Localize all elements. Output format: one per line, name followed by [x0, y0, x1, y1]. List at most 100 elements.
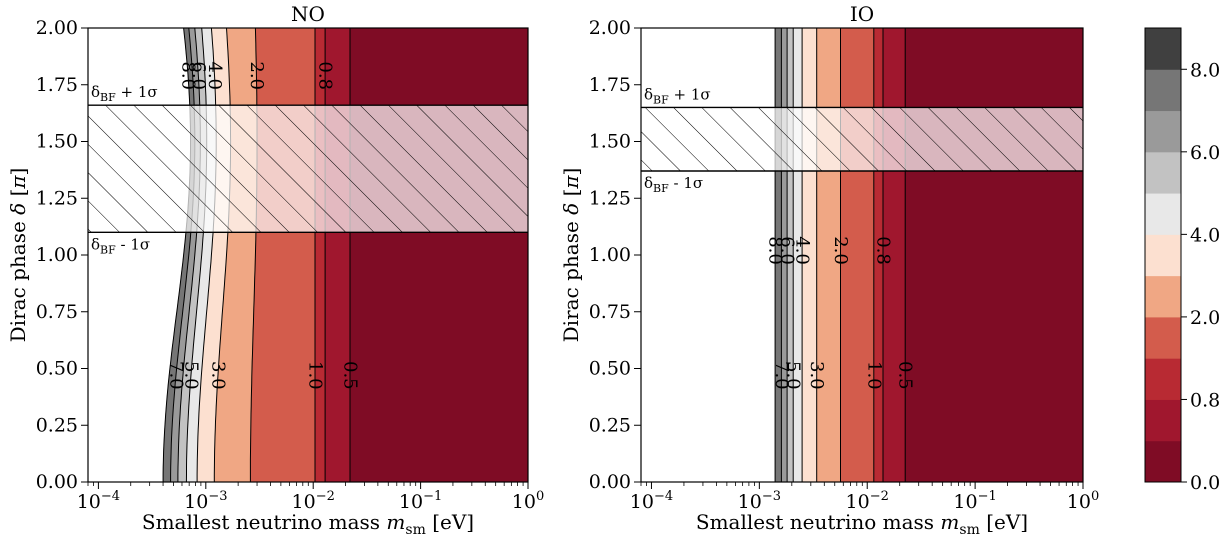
x-tick-label: 10−4 [77, 489, 120, 513]
contour-label: 3.0 [207, 361, 228, 390]
contour-band-0 [904, 28, 1083, 482]
band-lower-label: δBF - 1σ [644, 174, 703, 195]
contour-label: 8.0 [765, 236, 786, 265]
y-axis-label: Dirac phase δ [π] [6, 168, 30, 343]
contour-line-2 [249, 28, 258, 482]
y-tick-label: 2.00 [36, 17, 78, 39]
contour-line-8 [162, 28, 191, 482]
contour-label: 0.8 [315, 61, 336, 90]
colorbar-swatch [1145, 316, 1181, 359]
contour-label: 6.0 [777, 236, 798, 265]
contour-label: 5.0 [783, 361, 804, 390]
y-tick-label: 0.25 [589, 414, 631, 436]
x-tick-label: 10−4 [630, 489, 673, 513]
contour-label: 4.0 [204, 61, 225, 90]
x-tick-label: 10−3 [184, 489, 227, 513]
y-tick-label: 0.50 [36, 358, 78, 380]
y-tick-label: 0.50 [589, 358, 631, 380]
contour-label: 6.0 [188, 61, 209, 90]
band-hatch [88, 105, 528, 233]
x-tick-label: 10−2 [846, 489, 889, 513]
y-tick-label: 1.25 [589, 187, 631, 209]
y-tick-label: 0.00 [36, 471, 78, 493]
contour-band-0.8 [314, 28, 326, 482]
contour-fills [162, 28, 528, 482]
colorbar-swatch [1145, 69, 1181, 112]
contour-fills [774, 28, 1083, 482]
y-ticks: 0.00 0.25 0.50 0.75 1.00 1.25 1.50 1.75 2.00 [36, 17, 88, 493]
x-ticks: 10−4 10−3 10−2 10−1 100 [77, 482, 544, 513]
contour-label: 0.5 [340, 361, 361, 390]
colorbar-tick-label: 0.8 [1190, 389, 1220, 411]
contour-label: 2.0 [830, 236, 851, 265]
contour-line-5 [185, 28, 208, 482]
band-upper-label: δBF + 1σ [644, 85, 711, 106]
y-ticks: 0.00 0.25 0.50 0.75 1.00 1.25 1.50 1.75 2.00 [589, 17, 641, 493]
x-axis-label: Smallest neutrino mass msm [eV] [696, 510, 1028, 538]
band [641, 106, 1083, 172]
colorbar-swatch [1145, 399, 1181, 442]
colorbar-swatch [1145, 440, 1181, 483]
contour-label: 0.5 [895, 361, 916, 390]
band-hatch [641, 107, 1083, 172]
contour-line-4 [196, 28, 217, 482]
contour-label: 5.0 [181, 361, 202, 390]
contour-labels: δBF + 1σ δBF - 1σ 7.05.0 3.0 1.0 0.5 8.06.04.0… [91, 61, 361, 390]
y-tick-label: 1.50 [589, 131, 631, 153]
contour-lines [162, 28, 351, 482]
band-upper-label: δBF + 1σ [91, 83, 158, 104]
contour-lines [774, 28, 906, 482]
y-tick-label: 1.00 [589, 244, 631, 266]
colorbar-tick-label: 8.0 [1190, 59, 1220, 81]
contour-label: 1.0 [305, 361, 326, 390]
y-tick-label: 1.50 [36, 131, 78, 153]
y-tick-label: 1.75 [589, 74, 631, 96]
panel-title: NO [291, 2, 325, 26]
contour-label: 2.0 [246, 61, 267, 90]
contour-label: 7.0 [771, 361, 792, 390]
colorbar-ticks: 8.0 6.0 4.0 2.0 0.8 0.0 [1181, 59, 1220, 494]
colorbar-tick-label: 0.0 [1190, 472, 1220, 494]
contour-label: 3.0 [806, 361, 827, 390]
y-tick-label: 0.75 [36, 301, 78, 323]
colorbar: 8.0 6.0 4.0 2.0 0.8 0.0 [1144, 27, 1220, 494]
y-tick-label: 1.75 [36, 74, 78, 96]
contour-label: 1.0 [863, 361, 884, 390]
y-tick-label: 1.00 [36, 244, 78, 266]
contour-line-3 [213, 28, 232, 482]
colorbar-swatch [1145, 28, 1181, 70]
y-tick-label: 1.25 [36, 187, 78, 209]
panel-no: δBF + 1σ δBF - 1σ 7.05.0 3.0 1.0 0.5 8.06.04.0… [6, 2, 544, 538]
y-tick-label: 0.25 [36, 414, 78, 436]
x-tick-label: 100 [1067, 489, 1099, 513]
colorbar-frame [1144, 27, 1182, 483]
colorbar-swatch [1145, 151, 1181, 194]
panel-io: δBF + 1σ δBF - 1σ 7.05.0 3.0 1.0 0.5 8.06.04.0… [559, 2, 1099, 538]
contour-label: 0.8 [873, 236, 894, 265]
contour-label: 8.0 [178, 61, 199, 90]
panel-title: IO [850, 2, 874, 26]
colorbar-swatches [1145, 28, 1181, 483]
colorbar-swatch [1145, 234, 1181, 277]
contour-label: 7.0 [166, 361, 187, 390]
band [88, 104, 528, 234]
x-tick-label: 10−2 [292, 489, 335, 513]
y-tick-label: 2.00 [589, 17, 631, 39]
y-tick-label: 0.75 [589, 301, 631, 323]
contour-labels: δBF + 1σ δBF - 1σ 7.05.0 3.0 1.0 0.5 8.06.04.0… [644, 85, 916, 390]
colorbar-swatch [1145, 358, 1181, 400]
y-tick-label: 0.00 [589, 471, 631, 493]
x-tick-label: 10−3 [738, 489, 781, 513]
x-tick-label: 100 [512, 489, 544, 513]
colorbar-swatch [1145, 275, 1181, 318]
colorbar-tick-label: 4.0 [1190, 224, 1220, 246]
colorbar-swatch [1145, 193, 1181, 235]
contour-label: 4.0 [792, 236, 813, 265]
contour-band-0.5 [324, 28, 351, 482]
colorbar-tick-label: 6.0 [1190, 142, 1220, 164]
x-ticks: 10−4 10−3 10−2 10−1 100 [630, 482, 1099, 513]
colorbar-tick-label: 2.0 [1190, 307, 1220, 329]
contour-line-7 [170, 28, 196, 482]
band-lower-label: δBF - 1σ [91, 235, 150, 256]
